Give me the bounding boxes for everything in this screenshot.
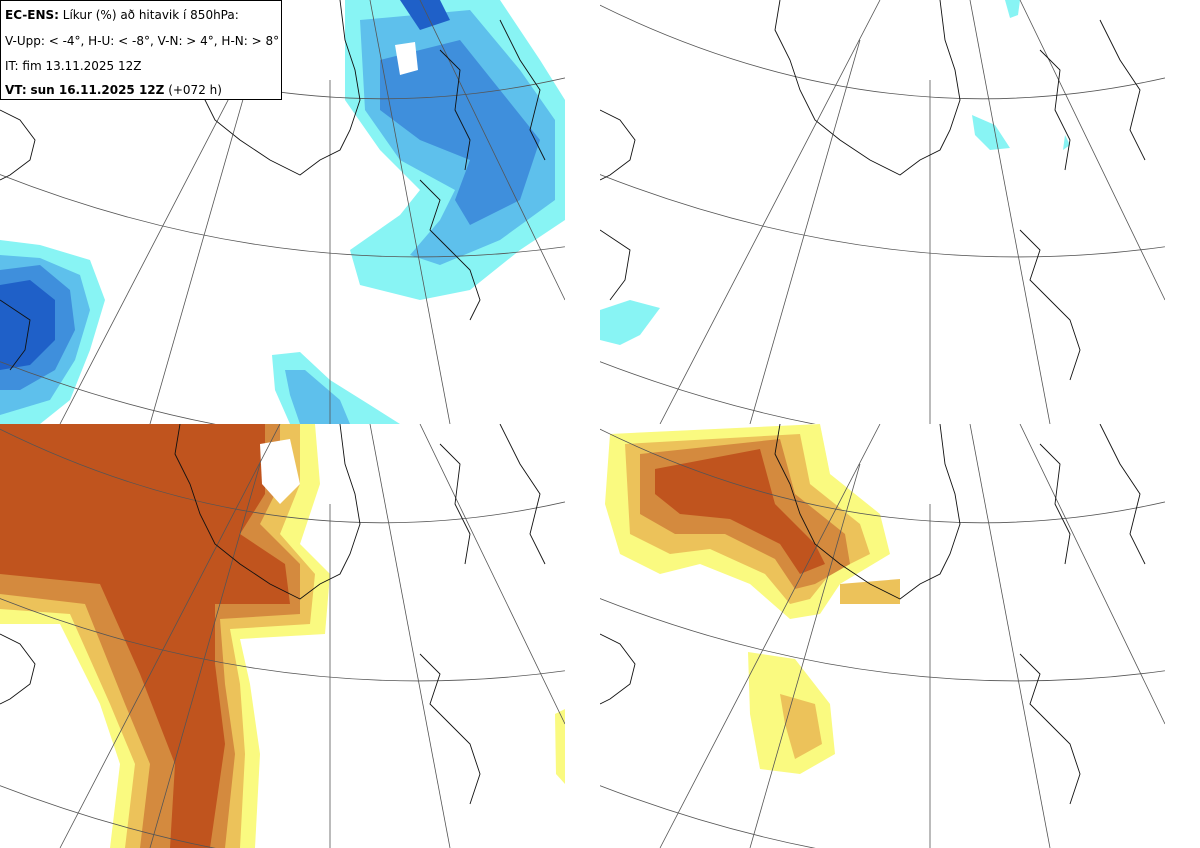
- map-canvas: [600, 424, 1165, 848]
- map-canvas: [0, 0, 565, 424]
- product-name: EC-ENS:: [5, 8, 59, 22]
- probability-field: [0, 0, 565, 424]
- map-panel-bottom-left: 100 95 65 35 5: [0, 424, 565, 848]
- map-canvas: [600, 0, 1165, 424]
- title-line: EC-ENS: Líkur (%) að hitavik í 850hPa:: [5, 8, 239, 22]
- forecast-info-box: EC-ENS: Líkur (%) að hitavik í 850hPa: V…: [0, 0, 282, 100]
- valid-time: sun 16.11.2025 12Z: [30, 83, 165, 97]
- coastlines: [600, 0, 1146, 381]
- lead-time: (+072 h): [168, 83, 222, 97]
- graticule: [600, 424, 1165, 848]
- criteria-text: V-Upp: < -4°, H-U: < -8°, V-N: > 4°, H-N…: [5, 34, 280, 48]
- probability-field: [0, 424, 565, 848]
- graticule: [0, 424, 565, 848]
- map-panel-top-right: 100 95 65 35 5: [600, 0, 1165, 424]
- probability-field: [605, 424, 900, 774]
- map-panel-top-left: 100 95 65 35 5: [0, 0, 565, 424]
- graticule: [600, 0, 1165, 424]
- init-time: IT: fim 13.11.2025 12Z: [5, 59, 142, 73]
- probability-field: [600, 0, 1070, 345]
- graticule: [0, 0, 565, 424]
- valid-time-line: VT: sun 16.11.2025 12Z (+072 h): [5, 83, 222, 97]
- coastlines: [0, 424, 546, 805]
- valid-prefix: VT:: [5, 83, 27, 97]
- coastlines: [600, 424, 1146, 805]
- map-canvas: [0, 424, 565, 848]
- map-panel-bottom-right: 100 95 65 35 5: [600, 424, 1165, 848]
- title-text: Líkur (%) að hitavik í 850hPa:: [62, 8, 239, 22]
